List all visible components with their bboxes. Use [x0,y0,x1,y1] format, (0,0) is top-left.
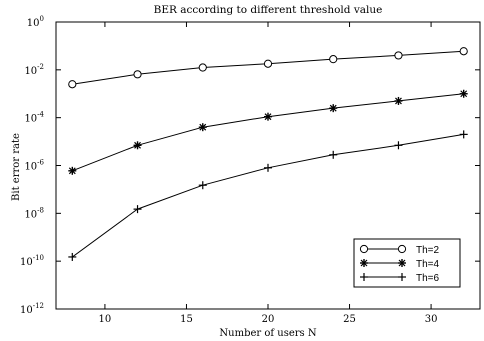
y-tick-label: 100 [27,15,44,29]
y-axis-label: Bit error rate [11,133,22,201]
circle-marker [133,70,142,79]
series-2 [68,89,468,175]
series-3 [68,130,468,261]
y-tick-label: 10-2 [24,63,44,77]
y-tick-label: 10-6 [24,159,44,173]
legend-label: Th=2 [416,245,440,256]
star-marker [360,259,368,267]
circle-marker [359,244,369,254]
y-tick-label: 10-8 [24,206,44,220]
legend-entry: Th=2 [359,244,440,256]
y-tick-label: 10-4 [24,111,44,125]
plus-marker [398,273,406,281]
plus-marker [264,163,272,172]
plus-marker [198,181,207,190]
plus-marker [329,150,338,159]
circle-marker [68,80,77,89]
circle-marker [263,59,273,68]
x-axis-label: Number of users N [219,328,316,339]
star-marker [133,141,142,150]
plus-marker [360,273,368,281]
plus-marker [68,252,77,261]
x-axis-ticks: 10 15 20 25 30 [99,22,438,325]
x-tick-label: 20 [262,314,275,325]
star-marker [459,89,468,98]
x-tick-label: 15 [180,314,193,325]
series-line [72,93,464,172]
y-tick-label: 10-10 [20,254,44,268]
star-marker [394,96,403,105]
legend-label: Th=6 [416,273,440,284]
plus-marker [459,130,468,139]
legend: Th=2 Th=4 Th=6 [353,238,461,288]
data-series [68,47,468,261]
star-marker [329,104,338,113]
series-1 [68,47,468,89]
plus-marker [133,205,142,214]
y-tick-label: 10-12 [20,302,44,316]
star-marker [398,259,406,267]
legend-entry: Th=4 [360,259,440,270]
legend-label: Th=4 [416,259,440,270]
plus-marker [394,141,403,150]
circle-marker [394,51,403,60]
x-tick-label: 30 [425,314,438,325]
chart-title: BER according to different threshold val… [154,4,383,16]
circle-marker [397,244,407,254]
x-tick-label: 10 [99,314,112,325]
y-axis-ticks: 100 10-2 10-4 10-6 10-8 10-10 10-12 [20,15,480,316]
circle-marker [329,55,338,64]
star-marker [264,112,272,121]
star-marker [198,123,207,132]
x-tick-label: 25 [343,314,356,325]
circle-marker [459,47,468,56]
star-marker [68,166,77,175]
circle-marker [198,63,207,72]
legend-entry: Th=6 [360,273,440,284]
